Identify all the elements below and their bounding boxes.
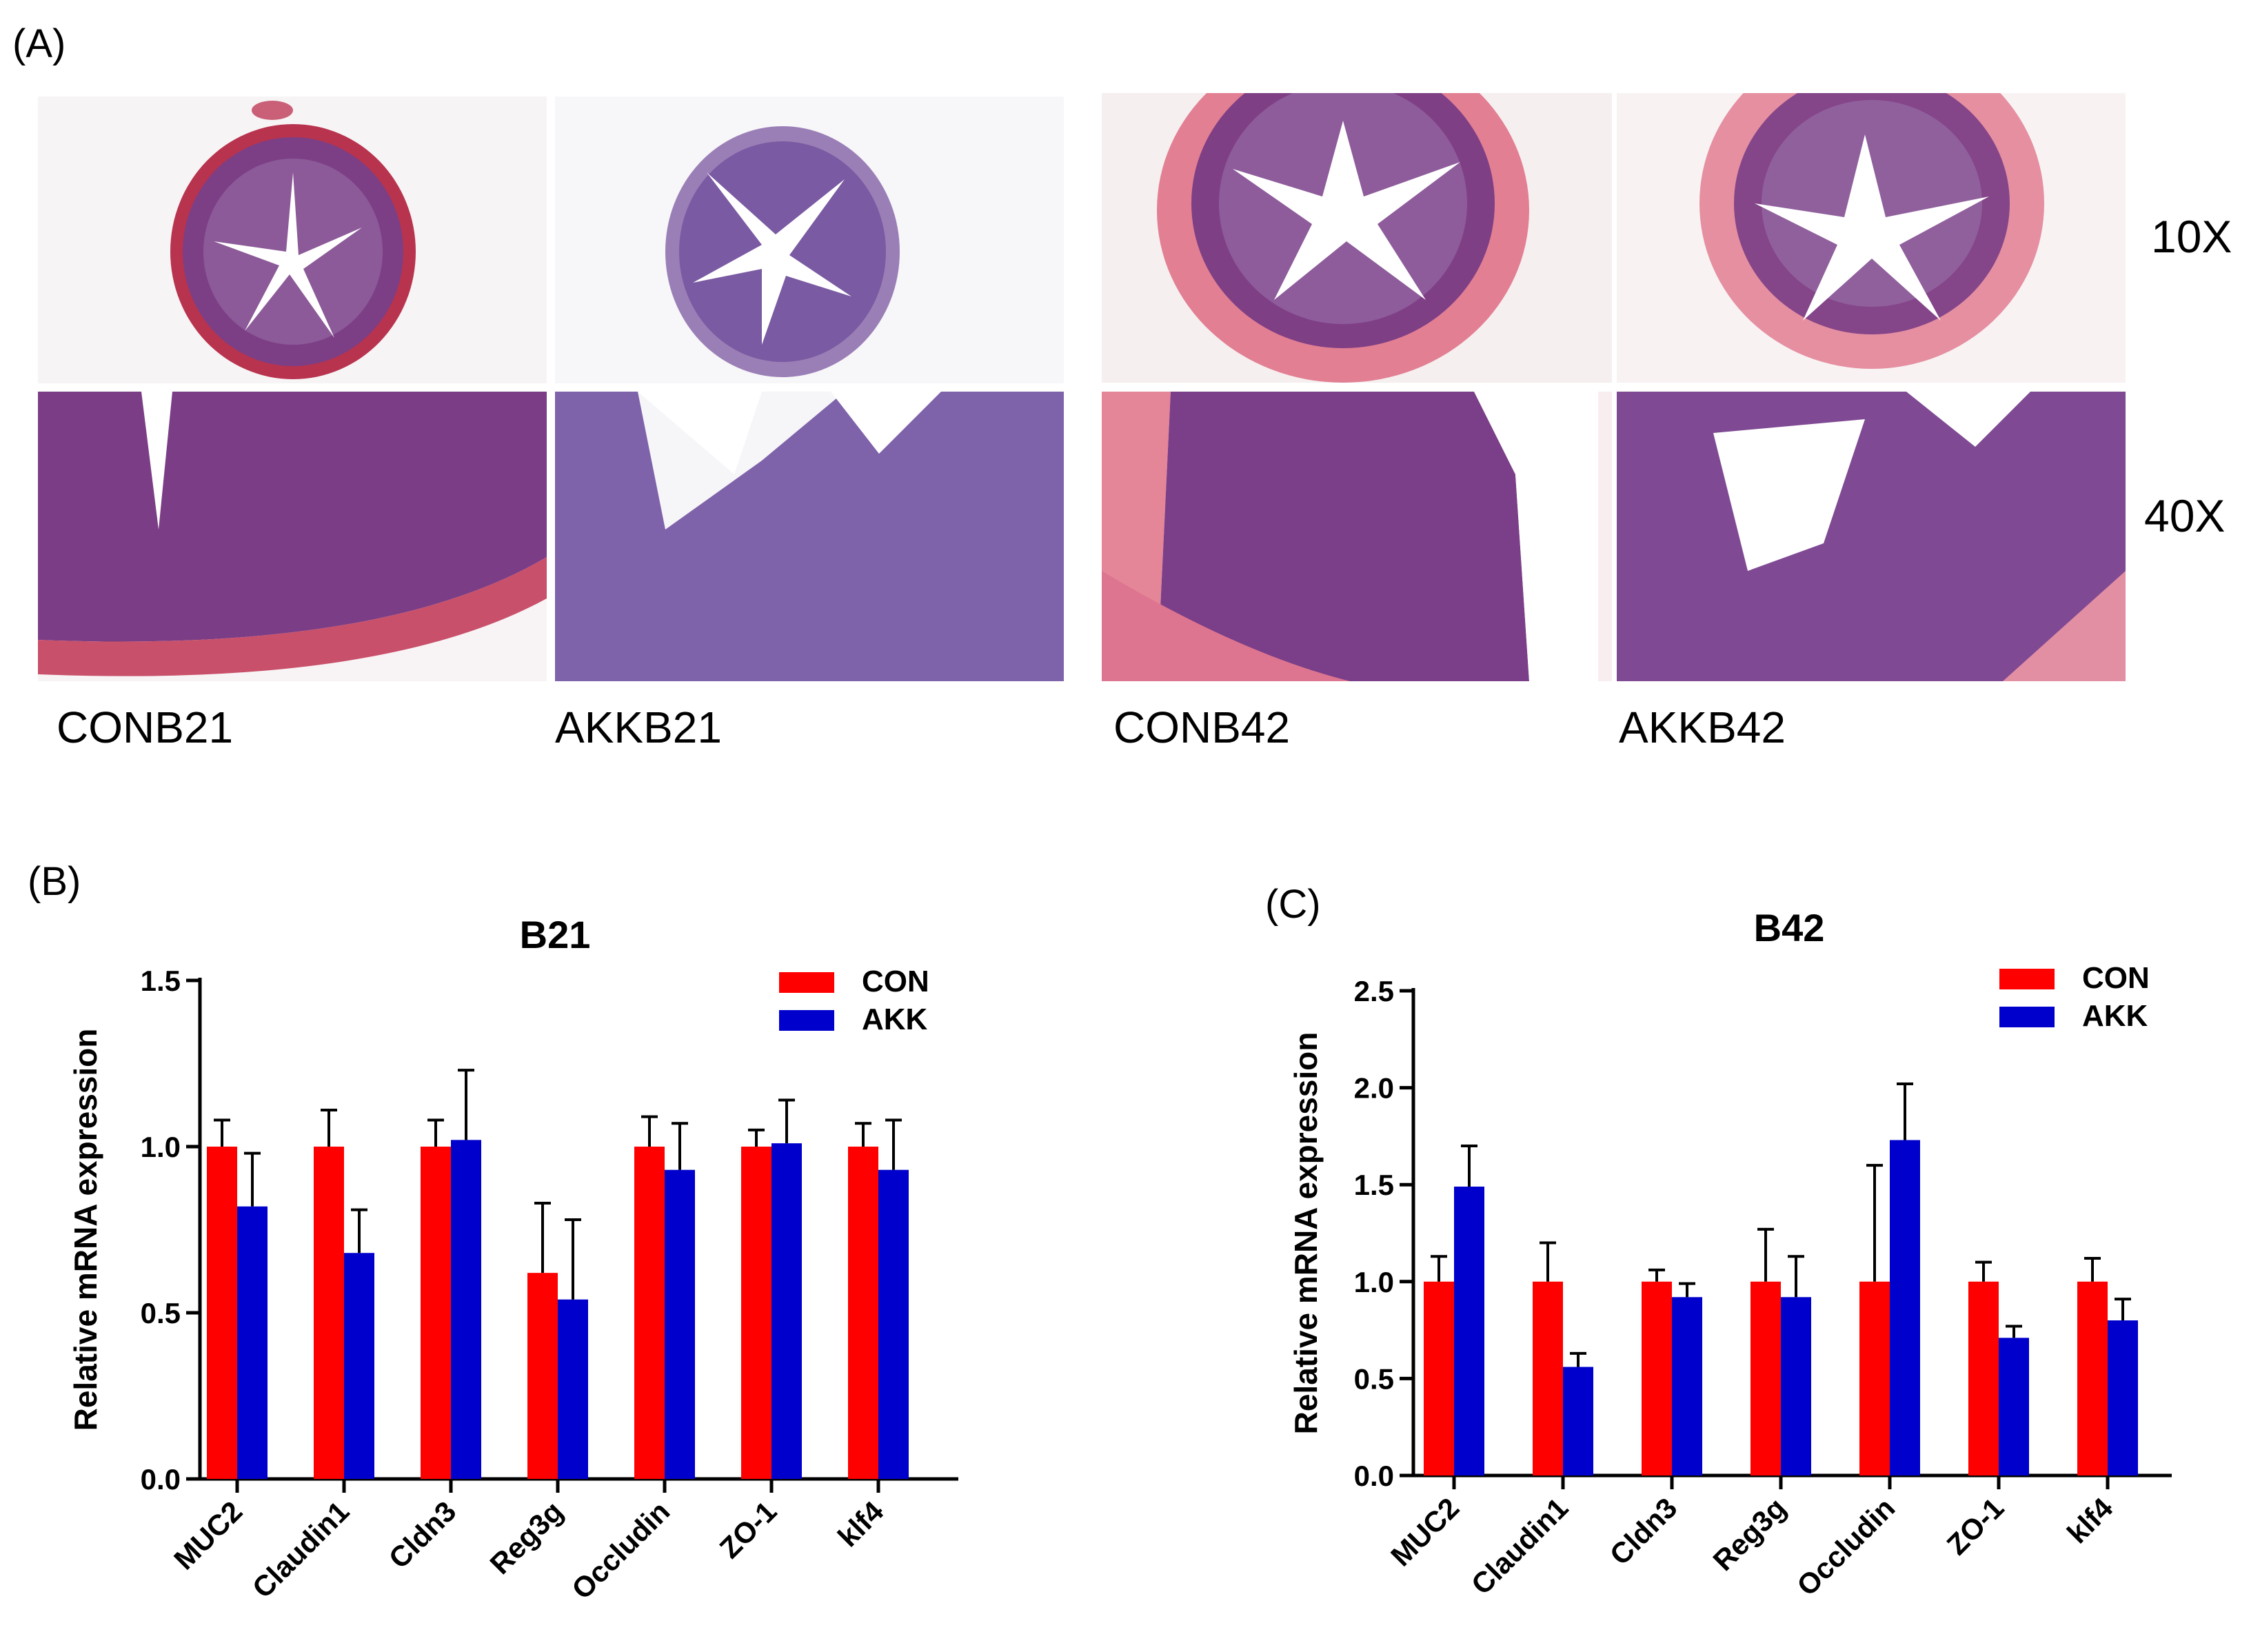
sample-label-conb42: CONB42: [1113, 703, 1291, 752]
x-tick-label: Cldn3: [1604, 1491, 1684, 1571]
y-tick-label: 1.0: [1354, 1266, 1394, 1298]
bar-con-occludin: [634, 1147, 665, 1479]
y-axis-label: Relative mRNA expression: [68, 1029, 103, 1431]
legend-swatch-akk: [779, 1010, 834, 1031]
y-tick-label: 0.0: [141, 1463, 181, 1495]
bar-akk-muc2: [237, 1206, 268, 1479]
y-tick-label: 0.5: [141, 1297, 181, 1329]
bar-con-claudin1: [1533, 1281, 1563, 1475]
legend-label-con: CON: [862, 965, 929, 998]
x-tick-label: ZO-1: [1940, 1491, 2010, 1561]
sample-label-akkb21: AKKB21: [555, 703, 722, 752]
panel-b-label: (B): [28, 859, 81, 904]
histology-conb42-10x: [1102, 93, 1612, 383]
y-tick-label: 2.0: [1354, 1072, 1394, 1105]
histology-akkb21-40x: [555, 392, 1064, 681]
y-axis-label: Relative mRNA expression: [1288, 1032, 1324, 1435]
bar-con-muc2: [1424, 1281, 1454, 1475]
bar-con-klf4: [848, 1147, 878, 1479]
bar-con-occludin: [1859, 1281, 1890, 1475]
bar-akk-klf4: [2108, 1320, 2138, 1475]
x-tick-label: MUC2: [168, 1495, 248, 1575]
legend-swatch-con: [779, 972, 834, 993]
bar-akk-klf4: [878, 1169, 909, 1479]
sample-label-conb21: CONB21: [57, 703, 234, 752]
x-tick-label: Occludin: [565, 1495, 676, 1605]
bar-akk-claudin1: [344, 1253, 374, 1479]
histology-conb42-40x: [1102, 392, 1612, 681]
bar-con-zo-1: [1968, 1281, 1999, 1475]
bar-con-claudin1: [314, 1147, 344, 1479]
magnification-label-10x: 10X: [2151, 211, 2232, 262]
bar-con-zo-1: [741, 1147, 771, 1479]
bar-con-reg3g: [1751, 1281, 1781, 1475]
bar-con-reg3g: [527, 1273, 558, 1479]
bar-akk-claudin1: [1563, 1367, 1593, 1475]
sample-label-akkb42: AKKB42: [1619, 703, 1786, 752]
y-tick-label: 2.5: [1354, 975, 1394, 1007]
bar-con-muc2: [207, 1147, 237, 1479]
y-tick-label: 1.5: [141, 965, 181, 997]
bar-akk-muc2: [1454, 1187, 1484, 1475]
legend-swatch-con: [1999, 969, 2055, 989]
bar-con-cldn3: [421, 1147, 451, 1479]
x-tick-label: Claudin1: [1465, 1491, 1575, 1601]
x-tick-label: klf4: [2061, 1491, 2119, 1550]
x-tick-label: Occludin: [1790, 1491, 1901, 1602]
y-tick-label: 1.0: [141, 1131, 181, 1163]
chart-b21: B21 Relative mRNA expression 0.0 0.5 1.0 1.5 M…: [68, 913, 958, 1605]
bar-akk-cldn3: [1672, 1297, 1702, 1475]
legend-label-akk: AKK: [862, 1003, 928, 1036]
y-tick-label: 1.5: [1354, 1169, 1394, 1201]
bar-akk-occludin: [665, 1169, 695, 1479]
legend-label-con: CON: [2082, 961, 2150, 995]
histology-akkb42-40x: [1617, 392, 2126, 681]
magnification-label-40x: 40X: [2144, 490, 2226, 541]
bar-akk-occludin: [1890, 1140, 1920, 1475]
y-tick-label: 0.0: [1354, 1460, 1394, 1492]
histology-akkb42-10x: [1617, 93, 2126, 383]
panel-a-label: (A): [12, 21, 66, 66]
x-tick-label: Claudin1: [246, 1495, 356, 1604]
chart-title: B42: [1754, 906, 1825, 949]
chart-title: B21: [520, 913, 591, 956]
histology-conb21-40x: [38, 392, 547, 681]
bar-akk-reg3g: [558, 1299, 588, 1479]
x-tick-label: klf4: [831, 1495, 890, 1553]
bar-akk-cldn3: [451, 1140, 481, 1479]
histology-akkb21-10x: [555, 97, 1064, 383]
panel-c-label: (C): [1265, 882, 1321, 927]
x-tick-label: Cldn3: [383, 1495, 463, 1575]
bar-akk-zo-1: [1999, 1338, 2029, 1475]
legend-swatch-akk: [1999, 1007, 2055, 1027]
bar-con-klf4: [2077, 1281, 2108, 1475]
y-tick-label: 0.5: [1354, 1362, 1394, 1395]
bar-akk-zo-1: [771, 1143, 802, 1479]
chart-b42: B42 Relative mRNA expression 0.0 0.5 1.0 1.5 2…: [1288, 906, 2172, 1602]
x-tick-label: MUC2: [1384, 1491, 1465, 1572]
histology-conb21-10x: [38, 97, 547, 383]
x-tick-label: Reg3g: [483, 1495, 569, 1580]
x-tick-label: ZO-1: [713, 1495, 783, 1564]
legend-label-akk: AKK: [2082, 999, 2148, 1033]
bar-akk-reg3g: [1781, 1297, 1811, 1475]
x-tick-label: Reg3g: [1706, 1491, 1792, 1577]
bar-con-cldn3: [1642, 1281, 1672, 1475]
